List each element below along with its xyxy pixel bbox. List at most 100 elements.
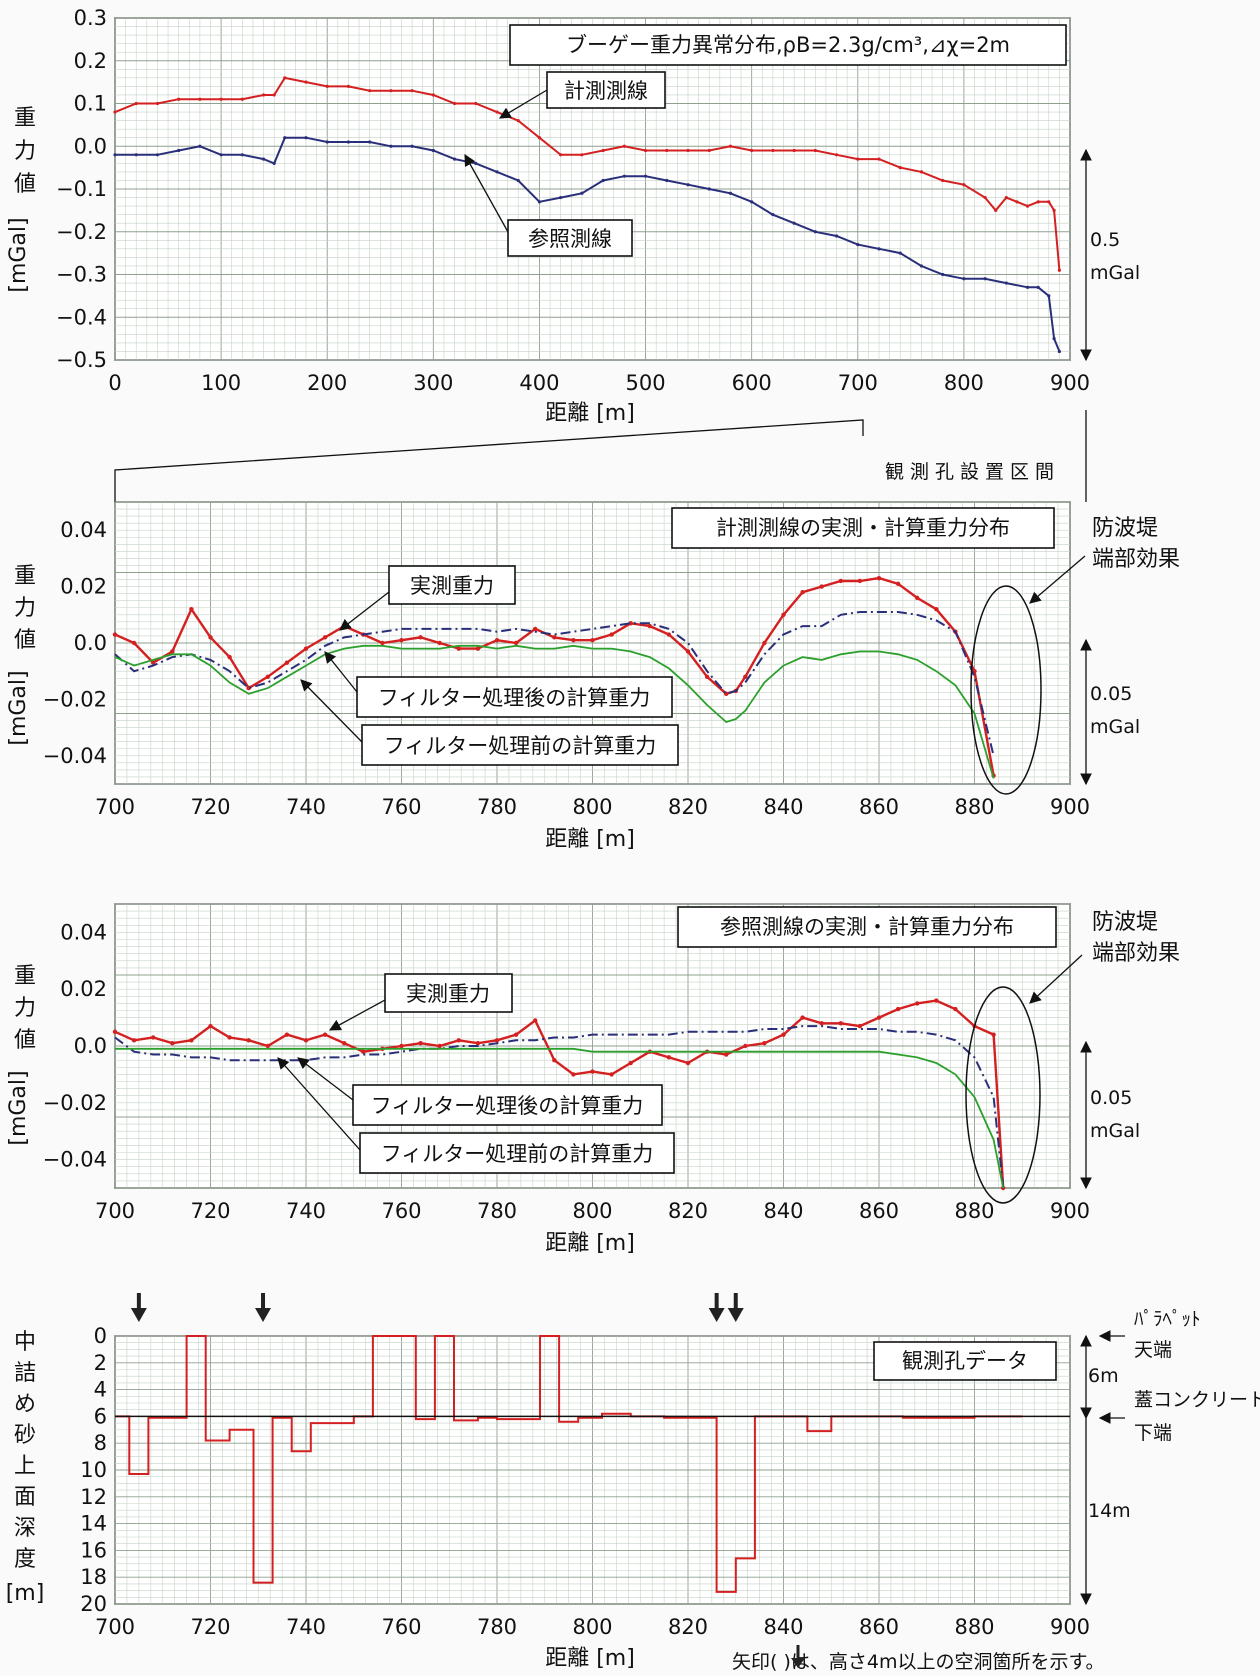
- x-tick-label: 820: [668, 1615, 708, 1639]
- data-point: [112, 1029, 118, 1035]
- scale-bar-value: 0.05: [1090, 683, 1132, 705]
- callout-arrow-reference: [464, 153, 509, 233]
- callout-measured-gravity: 実測重力: [388, 565, 516, 605]
- data-point: [685, 1060, 691, 1066]
- data-point: [516, 119, 520, 123]
- y-tick-label: −0.3: [56, 263, 107, 287]
- data-point: [898, 166, 902, 170]
- x-tick-label: 700: [95, 795, 135, 819]
- data-point: [771, 148, 775, 153]
- data-point: [856, 157, 860, 161]
- data-point: [898, 251, 902, 255]
- x-axis-title: 距離 [m]: [545, 401, 635, 426]
- callout-measurement-line: 計測測線: [546, 71, 666, 109]
- callout-filtered-label: フィルター処理後の計算重力: [371, 1094, 644, 1118]
- height-label-6m: 6m: [1088, 1365, 1119, 1387]
- data-point: [240, 153, 244, 157]
- chart-title-box: ブーゲー重力異常分布,ρB=2.3g/cm³,⊿χ=2m: [509, 24, 1067, 66]
- series-line: [114, 611, 995, 757]
- y-tick-labels: 0.04 0.02 0.0 −0.02 −0.04: [43, 920, 107, 1171]
- data-point: [452, 101, 457, 106]
- data-point: [915, 595, 920, 601]
- data-point: [474, 101, 478, 106]
- y-axis-title: 中 詰 め 砂 上 面 深 度 [m]: [6, 1330, 45, 1606]
- y-axis-title-1: 力: [14, 139, 36, 164]
- y-axis-title-4: 上: [14, 1454, 36, 1479]
- data-point: [418, 635, 423, 640]
- data-point: [857, 1023, 863, 1029]
- y-tick-label: 2: [94, 1351, 107, 1375]
- callout-reference-line: 参照測線: [507, 219, 633, 257]
- y-axis-title-1: 力: [14, 996, 36, 1021]
- data-point: [1052, 337, 1056, 341]
- data-point: [1036, 285, 1040, 289]
- y-tick-label: 0.02: [60, 575, 107, 599]
- data-point: [283, 136, 287, 140]
- data-point: [475, 1040, 481, 1046]
- y-axis-title: 重 力 値 [mGal]: [6, 564, 36, 746]
- callout-filtered-label: フィルター処理後の計算重力: [378, 686, 651, 710]
- data-point: [728, 191, 733, 195]
- y-tick-label: 8: [94, 1431, 107, 1455]
- data-point: [346, 140, 351, 144]
- data-point: [601, 178, 605, 183]
- data-point: [953, 1006, 958, 1012]
- data-point: [750, 148, 754, 153]
- x-axis-title: 距離 [m]: [545, 827, 635, 852]
- data-point: [704, 674, 710, 680]
- y-tick-label: 0.3: [74, 6, 107, 30]
- x-tick-label: 860: [859, 1615, 899, 1639]
- cover-concrete-label: 蓋コンクリート: [1134, 1389, 1260, 1411]
- callout-arrow-unfiltered: [277, 1057, 361, 1151]
- chart-measurement-line-gravity: 0.04 0.02 0.0 −0.02 −0.04 700 720 740 760 780 800…: [6, 501, 1180, 852]
- data-point: [601, 148, 605, 153]
- chart-title-box: 参照測線の実測・計算重力分布: [677, 906, 1057, 948]
- data-point: [628, 1060, 633, 1066]
- data-point: [325, 84, 329, 88]
- data-point: [437, 1043, 442, 1049]
- x-tick-label: 720: [190, 1199, 230, 1223]
- data-point: [571, 1072, 576, 1077]
- data-point: [781, 1032, 786, 1037]
- data-point: [647, 623, 652, 629]
- x-tick-label: 880: [954, 1199, 994, 1223]
- cavity-marker-arrow-icon: [255, 1308, 272, 1322]
- callout-measurement-label: 計測測線: [564, 79, 648, 103]
- data-point: [643, 174, 648, 178]
- data-point: [513, 1032, 519, 1037]
- data-point: [177, 148, 181, 153]
- data-point: [838, 578, 843, 584]
- data-point: [750, 200, 754, 204]
- data-point: [368, 140, 372, 144]
- x-tick-label: 740: [286, 1615, 326, 1639]
- data-point: [813, 230, 817, 234]
- data-point: [643, 148, 648, 153]
- data-point: [1025, 204, 1030, 208]
- data-point: [304, 136, 308, 140]
- data-point: [399, 637, 404, 643]
- callout-arrow-measured: [339, 591, 390, 631]
- data-point: [571, 637, 576, 643]
- y-axis-title-0: 重: [14, 106, 36, 131]
- y-tick-label: 14: [80, 1512, 107, 1536]
- data-point: [743, 1043, 748, 1049]
- data-point: [284, 1032, 290, 1037]
- data-point: [983, 277, 987, 281]
- data-point: [876, 1015, 882, 1020]
- y-tick-label: 4: [94, 1378, 107, 1402]
- callout-reference-label: 参照測線: [528, 227, 612, 251]
- data-point: [399, 1043, 404, 1049]
- callout-filtered-calc: フィルター処理後の計算重力: [356, 676, 673, 718]
- scale-bar-unit: mGal: [1090, 262, 1140, 284]
- y-tick-label: 0.04: [60, 518, 107, 542]
- data-point: [580, 153, 584, 157]
- end-effect-ellipse: [965, 986, 1041, 1204]
- data-point: [198, 97, 202, 101]
- data-point: [983, 195, 987, 200]
- callout-arrow-measured: [328, 999, 386, 1031]
- data-point: [941, 272, 945, 277]
- data-point: [113, 110, 117, 114]
- data-point: [686, 148, 690, 153]
- data-point: [915, 1001, 920, 1006]
